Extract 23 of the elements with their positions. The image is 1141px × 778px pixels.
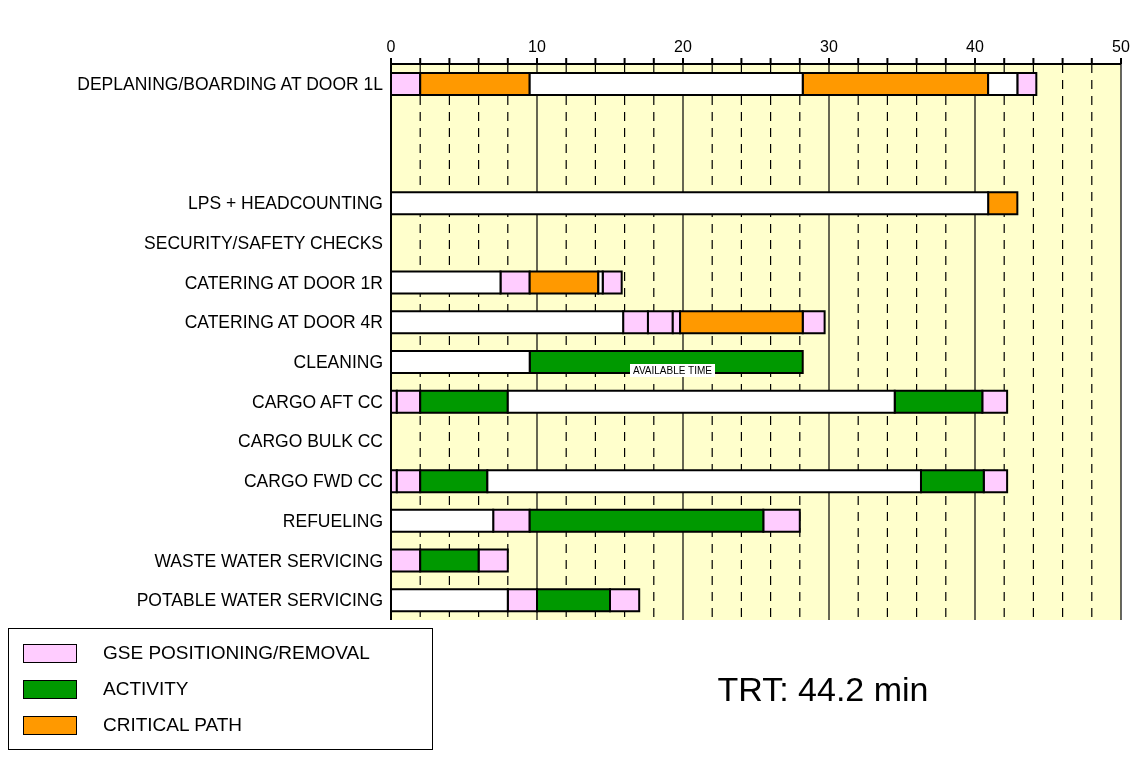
y-tick-label: CLEANING [293,352,383,373]
x-tick-label: 20 [674,38,692,55]
y-tick-label: CATERING AT DOOR 1R [184,272,383,293]
y-tick-label: SECURITY/SAFETY CHECKS [144,232,383,253]
y-tick-label: CARGO FWD CC [243,471,383,492]
x-tick-label: 50 [1112,38,1130,55]
y-tick-label: WASTE WATER SERVICING [154,550,383,571]
y-tick-label: REFUELING [282,510,383,531]
x-tick-label: 40 [966,38,984,55]
text: TRT: 44.2 min [716,669,930,709]
y-tick-label: POTABLE WATER SERVICING [136,590,383,611]
x-tick-label: 0 [386,38,396,55]
y-tick-label: CATERING AT DOOR 4R [184,312,383,333]
x-tick-label: 10 [528,38,546,55]
y-tick-label: DEPLANING/BOARDING AT DOOR 1L [77,74,384,95]
legend-label: CRITICAL PATH [103,714,242,736]
x-tick-label: 30 [820,38,838,55]
legend-label: ACTIVITY [103,678,189,700]
y-tick-label: CARGO BULK CC [238,431,383,452]
annotation: AVAILABLE TIME [630,364,715,377]
y-tick-label: CARGO AFT CC [252,391,383,412]
legend-label: GSE POSITIONING/REMOVAL [103,642,370,664]
y-tick-label: LPS + HEADCOUNTING [188,193,383,214]
